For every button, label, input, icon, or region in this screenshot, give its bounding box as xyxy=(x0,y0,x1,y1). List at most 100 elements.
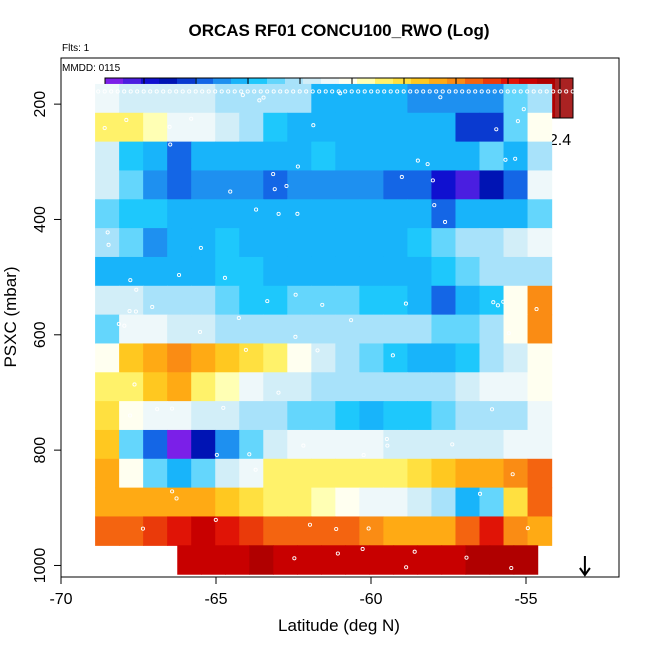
marker xyxy=(495,303,500,308)
x-tick-label: -65 xyxy=(204,591,227,608)
heatmap-cell xyxy=(167,429,192,460)
heatmap-cell xyxy=(383,256,409,287)
heatmap-cell xyxy=(359,314,384,345)
heatmap-cell xyxy=(119,228,144,258)
heatmap-cell xyxy=(191,487,216,518)
heatmap-cell xyxy=(287,458,312,489)
heatmap-cell xyxy=(239,228,264,258)
heatmap-cell xyxy=(479,401,505,431)
flights-label: Flts: 1 xyxy=(62,43,90,54)
heatmap-cell xyxy=(479,141,505,172)
heatmap-cell xyxy=(119,458,144,489)
marker xyxy=(515,119,520,124)
marker xyxy=(399,174,404,180)
marker xyxy=(170,406,175,411)
marker xyxy=(415,158,420,163)
heatmap-cell xyxy=(311,314,336,345)
marker xyxy=(489,407,495,412)
heatmap-cell xyxy=(297,545,322,575)
marker xyxy=(122,323,127,328)
heatmap-cell xyxy=(95,458,120,489)
heatmap-cell xyxy=(359,429,384,460)
marker xyxy=(534,307,539,312)
heatmap-cell xyxy=(95,487,120,518)
heatmap-cell xyxy=(383,314,409,345)
heatmap-cell xyxy=(95,112,120,143)
marker xyxy=(382,89,387,94)
marker xyxy=(200,89,205,94)
heatmap-cell xyxy=(311,487,336,518)
marker xyxy=(408,89,413,94)
heatmap-cell xyxy=(143,228,168,258)
heatmap-cell xyxy=(321,545,347,575)
marker xyxy=(531,89,536,94)
marker xyxy=(492,89,497,94)
marker xyxy=(510,472,515,477)
heatmap-cell xyxy=(431,429,457,460)
heatmap-cell xyxy=(167,343,192,373)
heatmap-cell xyxy=(441,545,467,575)
heatmap-cell xyxy=(383,170,409,200)
marker xyxy=(434,89,439,94)
marker xyxy=(330,89,335,94)
heatmap-cell xyxy=(191,228,216,258)
heatmap-cell xyxy=(479,458,505,489)
marker xyxy=(213,89,218,94)
marker xyxy=(369,89,374,94)
marker xyxy=(551,89,556,94)
marker xyxy=(221,405,226,410)
marker xyxy=(174,89,179,94)
heatmap-cell xyxy=(527,83,553,114)
heatmap-cell xyxy=(119,487,144,518)
heatmap-cell xyxy=(239,285,264,316)
marker xyxy=(366,526,371,531)
marker xyxy=(292,556,297,561)
heatmap-cell xyxy=(143,141,168,172)
marker xyxy=(254,207,259,212)
measurement-markers xyxy=(96,89,575,571)
heatmap-cell xyxy=(143,170,168,200)
heatmap-cell xyxy=(527,285,553,316)
marker xyxy=(464,555,469,560)
heatmap-cell xyxy=(527,343,553,373)
heatmap-cell xyxy=(359,285,384,316)
marker xyxy=(395,89,400,94)
marker xyxy=(513,156,518,161)
marker xyxy=(349,89,354,94)
heatmap-cell xyxy=(95,199,120,229)
heatmap-cell xyxy=(335,256,360,287)
marker xyxy=(521,107,526,112)
heatmap-cell xyxy=(335,228,360,258)
marker xyxy=(503,157,508,162)
date-label: MMDD: 0115 xyxy=(62,63,121,74)
marker xyxy=(247,452,252,457)
marker xyxy=(518,89,523,94)
marker xyxy=(525,526,530,531)
marker xyxy=(311,123,316,128)
marker xyxy=(538,89,543,94)
heatmap-cell xyxy=(143,516,168,546)
heatmap-cell xyxy=(215,516,240,546)
heatmap-cell xyxy=(95,314,120,345)
heatmap-cell xyxy=(287,314,312,345)
heatmap-cell xyxy=(263,401,288,431)
marker xyxy=(421,89,426,94)
heatmap-cell xyxy=(143,199,168,229)
marker xyxy=(403,301,408,306)
heatmap-cell xyxy=(479,285,505,316)
heatmap-cell xyxy=(527,372,553,402)
heatmap-cell xyxy=(527,429,553,460)
heatmap-cell xyxy=(311,343,336,373)
heatmap-cell xyxy=(503,516,529,546)
heatmap-cell xyxy=(383,285,409,316)
marker xyxy=(257,98,262,103)
heatmap-cell xyxy=(167,199,192,229)
heatmap-cell xyxy=(383,343,409,373)
marker xyxy=(412,549,417,554)
heatmap-cell xyxy=(503,343,529,373)
marker xyxy=(128,413,133,418)
marker xyxy=(213,517,218,522)
x-axis: -70 -65 -60 -55 xyxy=(49,576,538,608)
heatmap-cell xyxy=(95,372,120,402)
